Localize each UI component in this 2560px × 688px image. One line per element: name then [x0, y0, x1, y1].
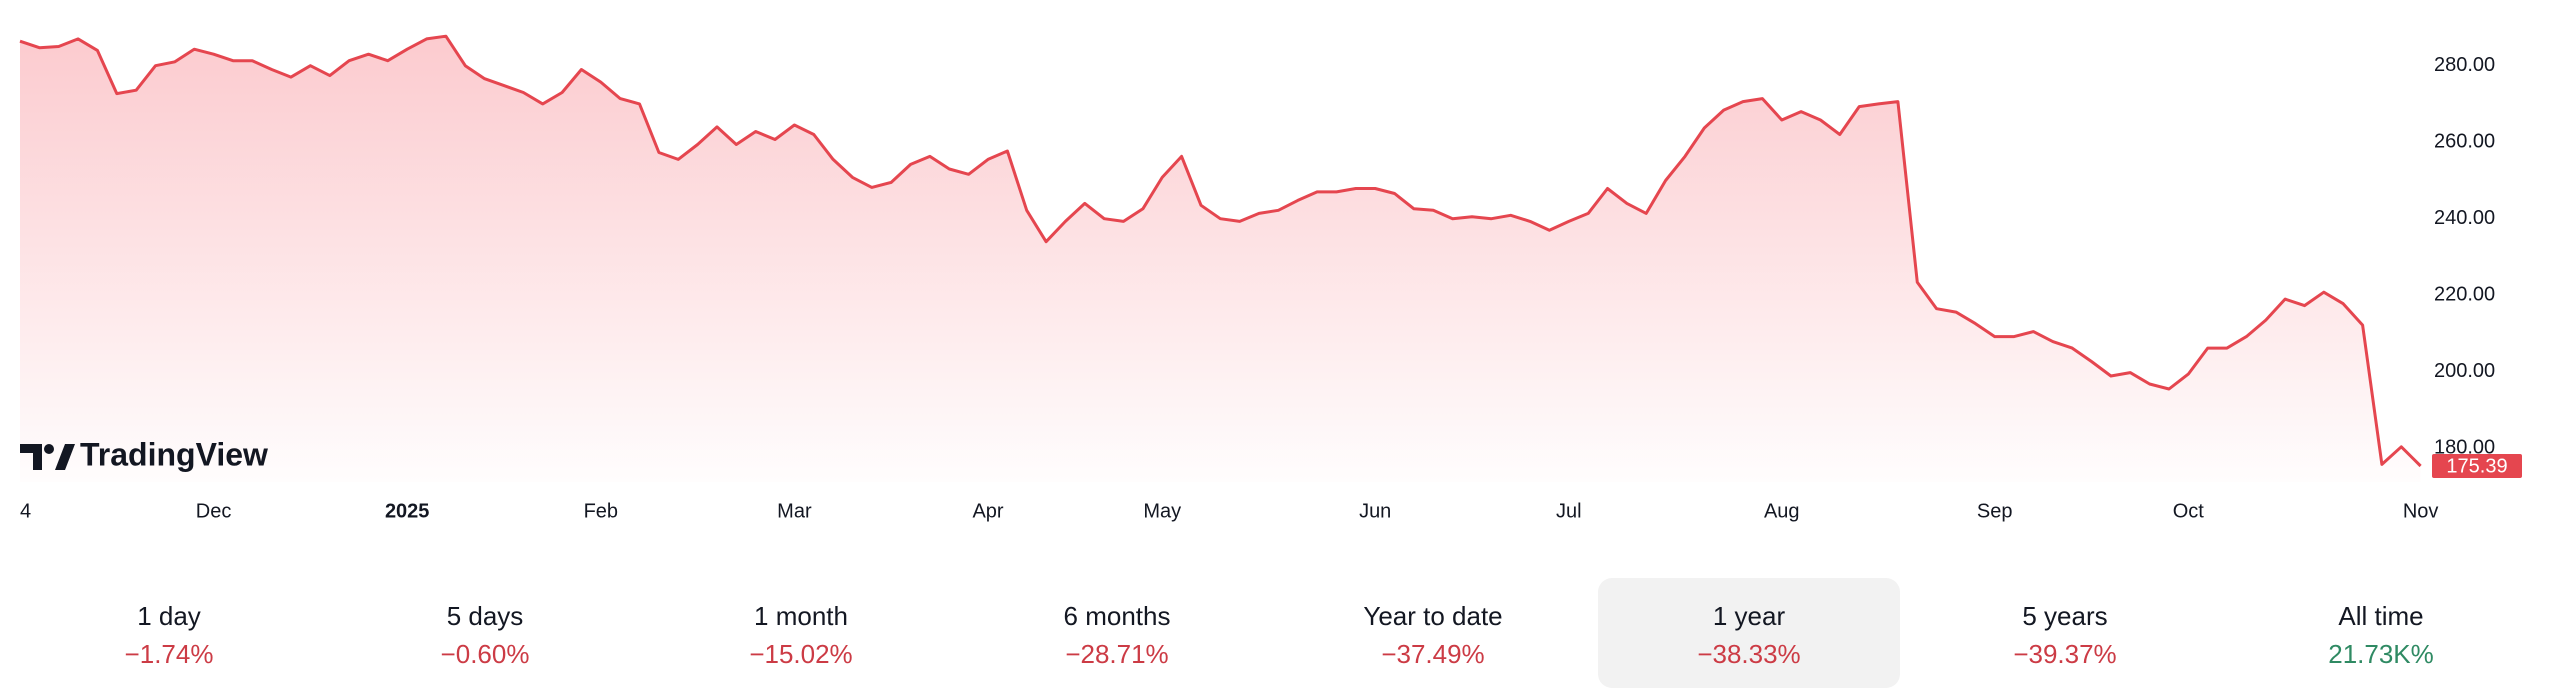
period-label: 6 months — [1064, 601, 1171, 631]
last-price-tag — [2432, 453, 2522, 478]
brand: TradingView — [80, 436, 268, 472]
period-button[interactable]: 1 day −1.74% — [125, 601, 214, 669]
period-change: −28.71% — [1065, 639, 1168, 669]
x-tick-label: Dec — [196, 500, 232, 522]
area-fill — [20, 36, 2421, 482]
period-change: −15.02% — [749, 639, 852, 669]
y-tick-label: 240.00 — [2434, 207, 2495, 229]
period-change: −39.37% — [2013, 639, 2116, 669]
logo-icon — [55, 444, 75, 470]
period-change: 21.73K% — [2328, 639, 2434, 669]
logo: TradingView — [20, 436, 268, 472]
period-button[interactable]: 5 days −0.60% — [441, 601, 530, 669]
y-tick-label: 220.00 — [2434, 284, 2495, 306]
period-label: 5 years — [2022, 601, 2107, 631]
y-tick-label: 280.00 — [2434, 54, 2495, 76]
x-tick-label: 4 — [20, 500, 31, 522]
x-tick-label: Oct — [2173, 500, 2205, 522]
logo-icon — [20, 444, 42, 470]
period-change: −38.33% — [1697, 639, 1800, 669]
x-tick-label: Mar — [777, 500, 812, 522]
x-tick-label: Feb — [584, 500, 618, 522]
x-tick-label: 2025 — [385, 500, 430, 522]
logo-icon — [44, 444, 54, 454]
selected-background — [1598, 578, 1900, 688]
period-button[interactable]: Year to date −37.49% — [1363, 601, 1502, 669]
period-change: −1.74% — [125, 639, 214, 669]
period-label: 1 day — [137, 601, 201, 631]
x-tick-label: Jul — [1556, 500, 1582, 522]
period-button[interactable]: 1 year −38.33% — [1598, 578, 1900, 688]
x-tick-label: Jun — [1359, 500, 1391, 522]
last-price-label: 175.39 — [2446, 455, 2507, 477]
period-button[interactable]: 5 years −39.37% — [2013, 601, 2116, 669]
x-tick-label: Aug — [1764, 500, 1800, 522]
y-tick-label: 200.00 — [2434, 360, 2495, 382]
price-line — [19, 34, 2422, 468]
x-tick-label: Sep — [1977, 500, 2013, 522]
y-tick-label: 260.00 — [2434, 130, 2495, 152]
period-button[interactable]: 6 months −28.71% — [1064, 601, 1171, 669]
x-tick-label: Nov — [2403, 500, 2439, 522]
period-label: 1 year — [1713, 601, 1786, 631]
period-change: −37.49% — [1381, 639, 1484, 669]
period-label: All time — [2338, 601, 2423, 631]
period-button[interactable]: All time 21.73K% — [2328, 601, 2434, 669]
period-label: 1 month — [754, 601, 848, 631]
period-button[interactable]: 1 month −15.02% — [749, 601, 852, 669]
x-tick-label: Apr — [972, 500, 1003, 522]
period-label: 5 days — [447, 601, 524, 631]
period-change: −0.60% — [441, 639, 530, 669]
period-label: Year to date — [1363, 601, 1502, 631]
y-tick-label: 180.00 — [2434, 437, 2495, 459]
x-tick-label: May — [1143, 500, 1181, 522]
